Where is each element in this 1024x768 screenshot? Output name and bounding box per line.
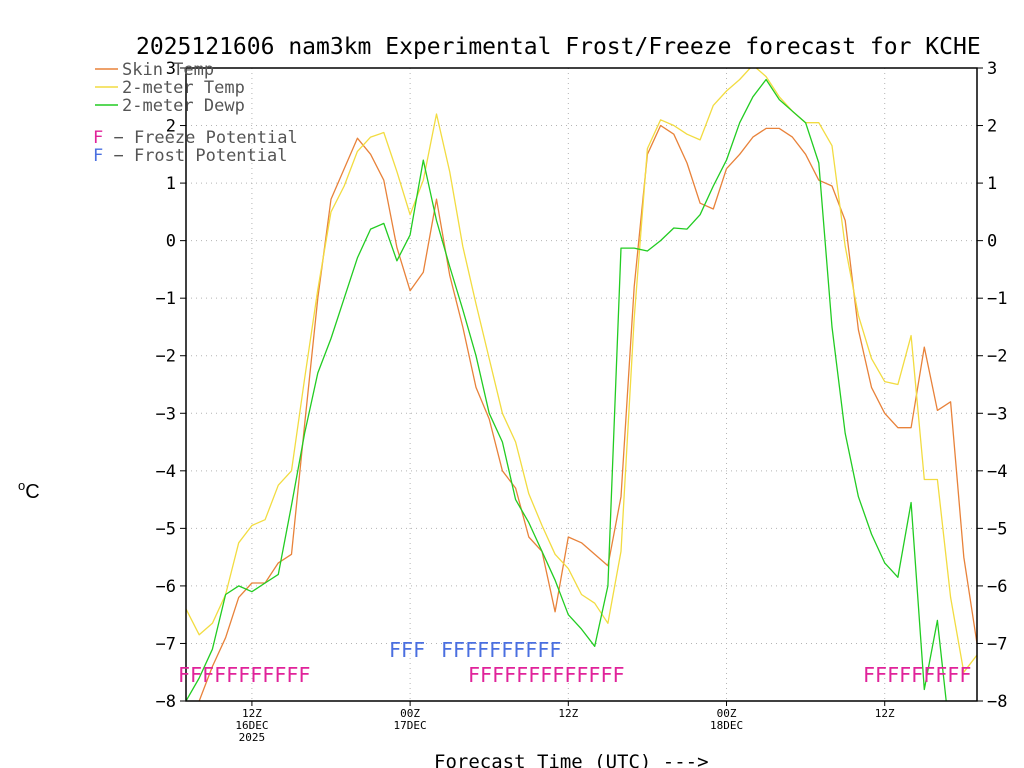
y-axis-label: oC — [18, 478, 40, 503]
annotation-letter: F — [93, 128, 103, 148]
x-tick-label: 17DEC — [394, 719, 427, 732]
y-tick-label: −4 — [156, 462, 176, 482]
x-tick-label: 16DEC — [235, 719, 268, 732]
x-axis-label: Forecast Time (UTC) ---> — [434, 751, 709, 768]
y-tick-label-right: −8 — [987, 692, 1007, 712]
x-tick-label: 2025 — [239, 731, 266, 744]
y-label-degree: o — [18, 478, 25, 493]
x-tick-label: 12Z — [558, 707, 578, 720]
legend-label: 2-meter Temp — [122, 78, 245, 98]
series-line-2-meter-dewp — [186, 78, 947, 701]
y-tick-label: 0 — [166, 232, 176, 252]
y-tick-label: −6 — [156, 577, 176, 597]
x-tick-label: 18DEC — [710, 719, 743, 732]
y-tick-label: −7 — [156, 634, 176, 654]
annotation-text: − Frost Potential — [103, 146, 287, 166]
series-layer — [186, 68, 977, 701]
frost-run-1: FFF — [389, 638, 425, 662]
y-tick-label-right: 3 — [987, 59, 997, 79]
freeze-run-1: FFFFFFFFFFF — [178, 663, 310, 687]
frost-potential-row: FFF FFFFFFFFFF — [389, 638, 561, 662]
annotation-letter: F — [93, 146, 103, 166]
legend-label: Skin Temp — [122, 60, 214, 80]
y-tick-label-right: −1 — [987, 289, 1007, 309]
x-tick-label: 12Z — [242, 707, 262, 720]
x-tick-label: 00Z — [717, 707, 737, 720]
annotation-text: − Freeze Potential — [103, 128, 297, 148]
y-tick-label: −8 — [156, 692, 176, 712]
y-tick-label-right: −5 — [987, 519, 1007, 539]
frost-run-2: FFFFFFFFFF — [441, 638, 561, 662]
right-y-axis: 3 2 1 0 −1 −2 −3 −4 −5 −6 −7 −8 — [977, 59, 1007, 712]
y-tick-label-right: −7 — [987, 634, 1007, 654]
legend-label: 2-meter Dewp — [122, 96, 245, 116]
series-line-skin-temp — [198, 124, 977, 701]
annotation-label: F − Frost Potential — [93, 146, 287, 166]
y-tick-label-right: −4 — [987, 462, 1007, 482]
x-tick-label: 00Z — [400, 707, 420, 720]
chart-title: 2025121606 nam3km Experimental Frost/Fre… — [136, 34, 981, 60]
left-y-axis: 3 2 1 0 −1 −2 −3 −4 −5 −6 −7 −8 — [156, 59, 186, 712]
freeze-run-3: FFFFFFFFF — [863, 663, 971, 687]
y-tick-label: 3 — [166, 59, 176, 79]
y-tick-label: 2 — [166, 117, 176, 137]
y-tick-label-right: −2 — [987, 347, 1007, 367]
grid-lines — [186, 68, 977, 701]
y-tick-label: −2 — [156, 347, 176, 367]
freeze-potential-row: FFFFFFFFFFF FFFFFFFFFFFFF FFFFFFFFF — [178, 663, 971, 687]
y-tick-label-right: 2 — [987, 117, 997, 137]
annotation-label: F − Freeze Potential — [93, 128, 298, 148]
y-tick-label-right: −3 — [987, 404, 1007, 424]
y-tick-label-right: −6 — [987, 577, 1007, 597]
x-tick-label: 12Z — [875, 707, 895, 720]
y-tick-label: −3 — [156, 404, 176, 424]
freeze-run-2: FFFFFFFFFFFFF — [468, 663, 625, 687]
plot-frame — [185, 67, 978, 702]
y-tick-label: −5 — [156, 519, 176, 539]
y-tick-label-right: 0 — [987, 232, 997, 252]
y-tick-label-right: 1 — [987, 174, 997, 194]
series-line-2-meter-temp — [186, 68, 977, 673]
y-label-unit: C — [25, 481, 39, 503]
y-tick-label: −1 — [156, 289, 176, 309]
y-tick-label: 1 — [166, 174, 176, 194]
